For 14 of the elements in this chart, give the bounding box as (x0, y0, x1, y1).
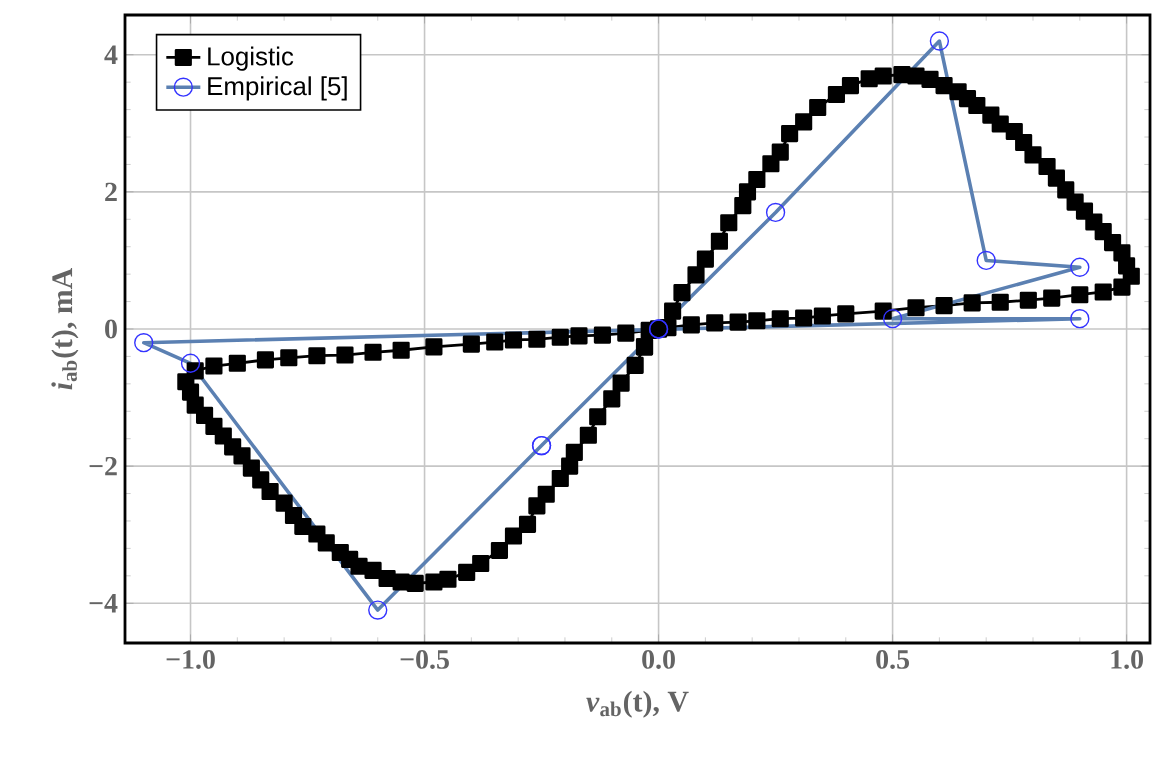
legend-label: Empirical [5] (208, 76, 347, 101)
legend-label: Logistic (208, 46, 294, 71)
x-tick-label: 0.0 (642, 650, 675, 669)
y-axis-title: i$_{ab}$(t), mA (51, 267, 79, 390)
x-tick-label: 1.0 (1111, 650, 1143, 669)
x-tick-label: −0.5 (400, 650, 449, 669)
y-tick-label: −4 (89, 594, 118, 613)
x-tick-label: −1.0 (166, 650, 215, 669)
y-tick-label: 2 (105, 182, 117, 202)
y-tick-label: 0 (105, 319, 117, 339)
x-axis-title: v$_{ab}$(t), V (586, 690, 689, 718)
y-tick-label: 4 (104, 45, 118, 64)
y-tick-label: −2 (89, 456, 117, 476)
x-tick-label: 0.5 (876, 650, 910, 669)
